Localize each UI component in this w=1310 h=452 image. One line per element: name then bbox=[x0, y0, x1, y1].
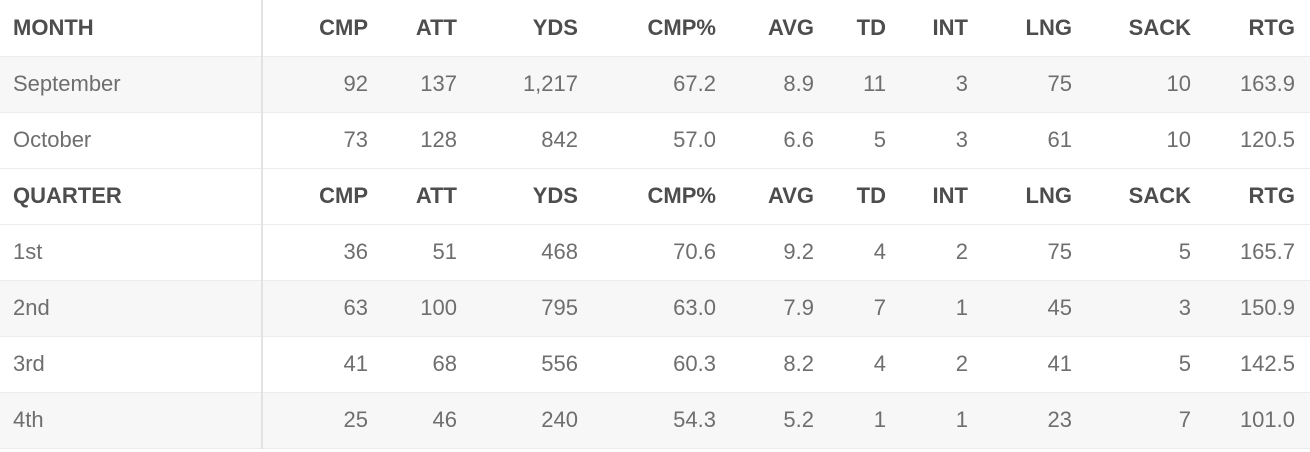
cell-cmp: 36 bbox=[262, 224, 368, 281]
table-row: September 92 137 1,217 67.2 8.9 11 3 75 … bbox=[0, 56, 1310, 113]
cell-cmp: 41 bbox=[262, 336, 368, 393]
cell-rtg: 165.7 bbox=[1191, 224, 1310, 281]
cell-lng: 41 bbox=[968, 336, 1072, 393]
cell-cmp-pct: 70.6 bbox=[578, 224, 716, 281]
cell-sack: 3 bbox=[1072, 280, 1191, 337]
cell-td: 11 bbox=[814, 56, 886, 113]
cell-int: 2 bbox=[886, 336, 968, 393]
cell-cmp-pct: 54.3 bbox=[578, 392, 716, 449]
cell-lng: 75 bbox=[968, 56, 1072, 113]
cell-sack: 10 bbox=[1072, 112, 1191, 169]
table-row: 1st 36 51 468 70.6 9.2 4 2 75 5 165.7 bbox=[0, 224, 1310, 281]
cell-rtg: 150.9 bbox=[1191, 280, 1310, 337]
cell-int: 1 bbox=[886, 280, 968, 337]
cell-avg: 6.6 bbox=[716, 112, 814, 169]
cell-lng: 45 bbox=[968, 280, 1072, 337]
cell-att: 46 bbox=[368, 392, 457, 449]
cell-avg: 9.2 bbox=[716, 224, 814, 281]
cell-td: 1 bbox=[814, 392, 886, 449]
cell-sack: 7 bbox=[1072, 392, 1191, 449]
cell-lng: 61 bbox=[968, 112, 1072, 169]
col-header-td: TD bbox=[814, 168, 886, 225]
cell-cmp-pct: 60.3 bbox=[578, 336, 716, 393]
cell-int: 2 bbox=[886, 224, 968, 281]
col-header-yds: YDS bbox=[457, 0, 578, 57]
cell-rtg: 142.5 bbox=[1191, 336, 1310, 393]
col-header-cmp-pct: CMP% bbox=[578, 0, 716, 57]
col-header-rtg: RTG bbox=[1191, 0, 1310, 57]
row-label: September bbox=[0, 56, 263, 113]
row-label: 3rd bbox=[0, 336, 263, 393]
cell-avg: 8.9 bbox=[716, 56, 814, 113]
cell-yds: 240 bbox=[457, 392, 578, 449]
section-title-month: MONTH bbox=[0, 0, 263, 57]
col-header-cmp: CMP bbox=[262, 168, 368, 225]
col-header-cmp-pct: CMP% bbox=[578, 168, 716, 225]
col-header-rtg: RTG bbox=[1191, 168, 1310, 225]
col-header-yds: YDS bbox=[457, 168, 578, 225]
cell-att: 51 bbox=[368, 224, 457, 281]
cell-yds: 468 bbox=[457, 224, 578, 281]
col-header-int: INT bbox=[886, 168, 968, 225]
cell-td: 7 bbox=[814, 280, 886, 337]
cell-att: 100 bbox=[368, 280, 457, 337]
cell-avg: 7.9 bbox=[716, 280, 814, 337]
cell-sack: 5 bbox=[1072, 336, 1191, 393]
cell-int: 1 bbox=[886, 392, 968, 449]
cell-cmp-pct: 57.0 bbox=[578, 112, 716, 169]
cell-sack: 5 bbox=[1072, 224, 1191, 281]
quarter-header-row: QUARTER CMP ATT YDS CMP% AVG TD INT LNG … bbox=[0, 168, 1310, 225]
table-row: 4th 25 46 240 54.3 5.2 1 1 23 7 101.0 bbox=[0, 392, 1310, 449]
cell-cmp-pct: 67.2 bbox=[578, 56, 716, 113]
table-row: 2nd 63 100 795 63.0 7.9 7 1 45 3 150.9 bbox=[0, 280, 1310, 337]
cell-yds: 1,217 bbox=[457, 56, 578, 113]
row-label: 4th bbox=[0, 392, 263, 449]
cell-lng: 23 bbox=[968, 392, 1072, 449]
col-header-lng: LNG bbox=[968, 168, 1072, 225]
col-header-td: TD bbox=[814, 0, 886, 57]
cell-cmp: 92 bbox=[262, 56, 368, 113]
cell-yds: 795 bbox=[457, 280, 578, 337]
cell-avg: 8.2 bbox=[716, 336, 814, 393]
cell-cmp: 63 bbox=[262, 280, 368, 337]
cell-int: 3 bbox=[886, 56, 968, 113]
cell-rtg: 101.0 bbox=[1191, 392, 1310, 449]
cell-cmp: 73 bbox=[262, 112, 368, 169]
col-header-avg: AVG bbox=[716, 168, 814, 225]
cell-int: 3 bbox=[886, 112, 968, 169]
row-label: October bbox=[0, 112, 263, 169]
col-header-lng: LNG bbox=[968, 0, 1072, 57]
month-header-row: MONTH CMP ATT YDS CMP% AVG TD INT LNG SA… bbox=[0, 0, 1310, 57]
table-row: 3rd 41 68 556 60.3 8.2 4 2 41 5 142.5 bbox=[0, 336, 1310, 393]
col-header-cmp: CMP bbox=[262, 0, 368, 57]
cell-td: 4 bbox=[814, 336, 886, 393]
cell-sack: 10 bbox=[1072, 56, 1191, 113]
section-title-quarter: QUARTER bbox=[0, 168, 263, 225]
col-header-int: INT bbox=[886, 0, 968, 57]
col-header-att: ATT bbox=[368, 0, 457, 57]
cell-yds: 556 bbox=[457, 336, 578, 393]
cell-td: 4 bbox=[814, 224, 886, 281]
table-row: October 73 128 842 57.0 6.6 5 3 61 10 12… bbox=[0, 112, 1310, 169]
cell-cmp-pct: 63.0 bbox=[578, 280, 716, 337]
cell-att: 128 bbox=[368, 112, 457, 169]
cell-td: 5 bbox=[814, 112, 886, 169]
col-header-att: ATT bbox=[368, 168, 457, 225]
cell-att: 68 bbox=[368, 336, 457, 393]
row-label: 1st bbox=[0, 224, 263, 281]
row-label: 2nd bbox=[0, 280, 263, 337]
cell-cmp: 25 bbox=[262, 392, 368, 449]
cell-avg: 5.2 bbox=[716, 392, 814, 449]
cell-lng: 75 bbox=[968, 224, 1072, 281]
cell-att: 137 bbox=[368, 56, 457, 113]
col-header-sack: SACK bbox=[1072, 168, 1191, 225]
cell-yds: 842 bbox=[457, 112, 578, 169]
cell-rtg: 120.5 bbox=[1191, 112, 1310, 169]
col-header-sack: SACK bbox=[1072, 0, 1191, 57]
cell-rtg: 163.9 bbox=[1191, 56, 1310, 113]
col-header-avg: AVG bbox=[716, 0, 814, 57]
